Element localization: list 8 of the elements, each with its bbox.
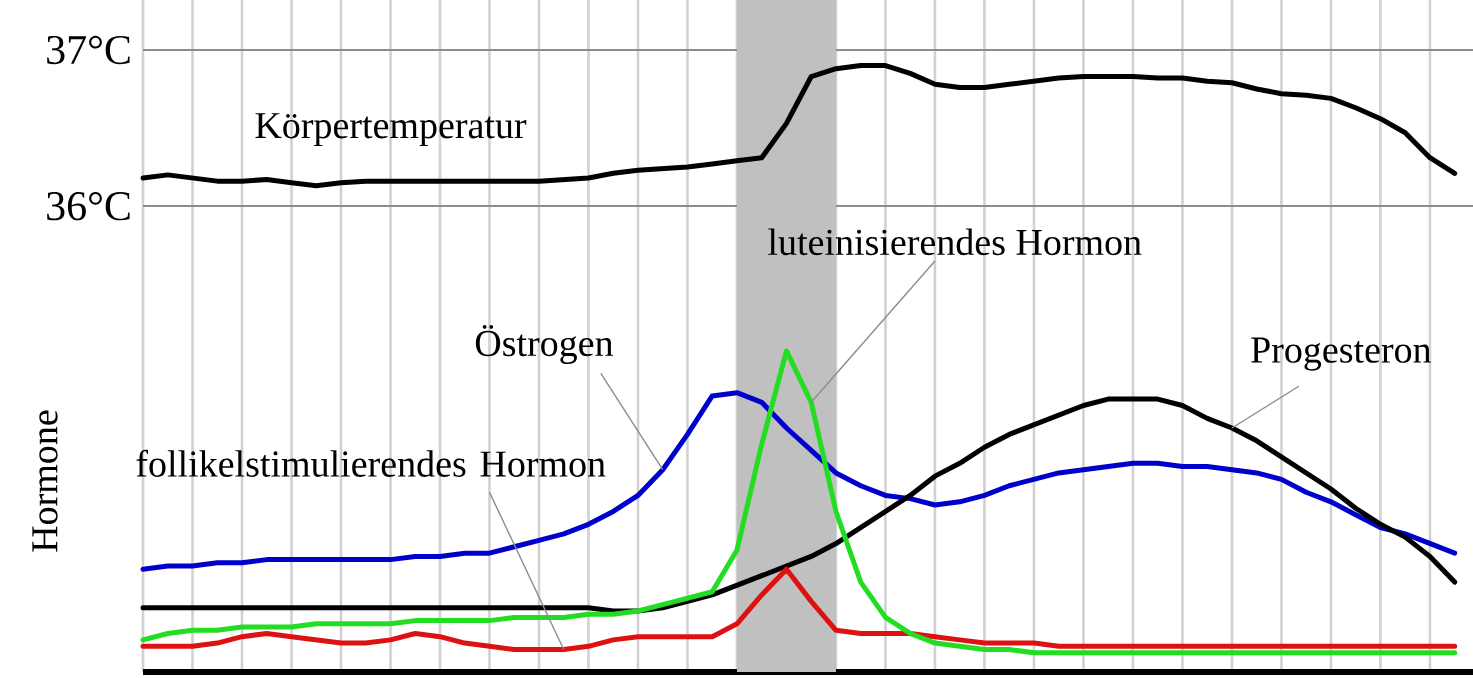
y-tick-label: 36°C <box>47 191 130 221</box>
series-label: Progesteron <box>1251 337 1432 371</box>
text: luteinisierendes Hormon <box>768 228 1142 256</box>
y-tick-label: 37°C <box>47 35 130 65</box>
y-axis-title: Hormone <box>32 410 58 552</box>
text: Östrogen <box>475 325 613 364</box>
series-label: Körpertemperatur <box>255 113 527 147</box>
text: follikelstimulierendes Hormon <box>136 449 606 477</box>
